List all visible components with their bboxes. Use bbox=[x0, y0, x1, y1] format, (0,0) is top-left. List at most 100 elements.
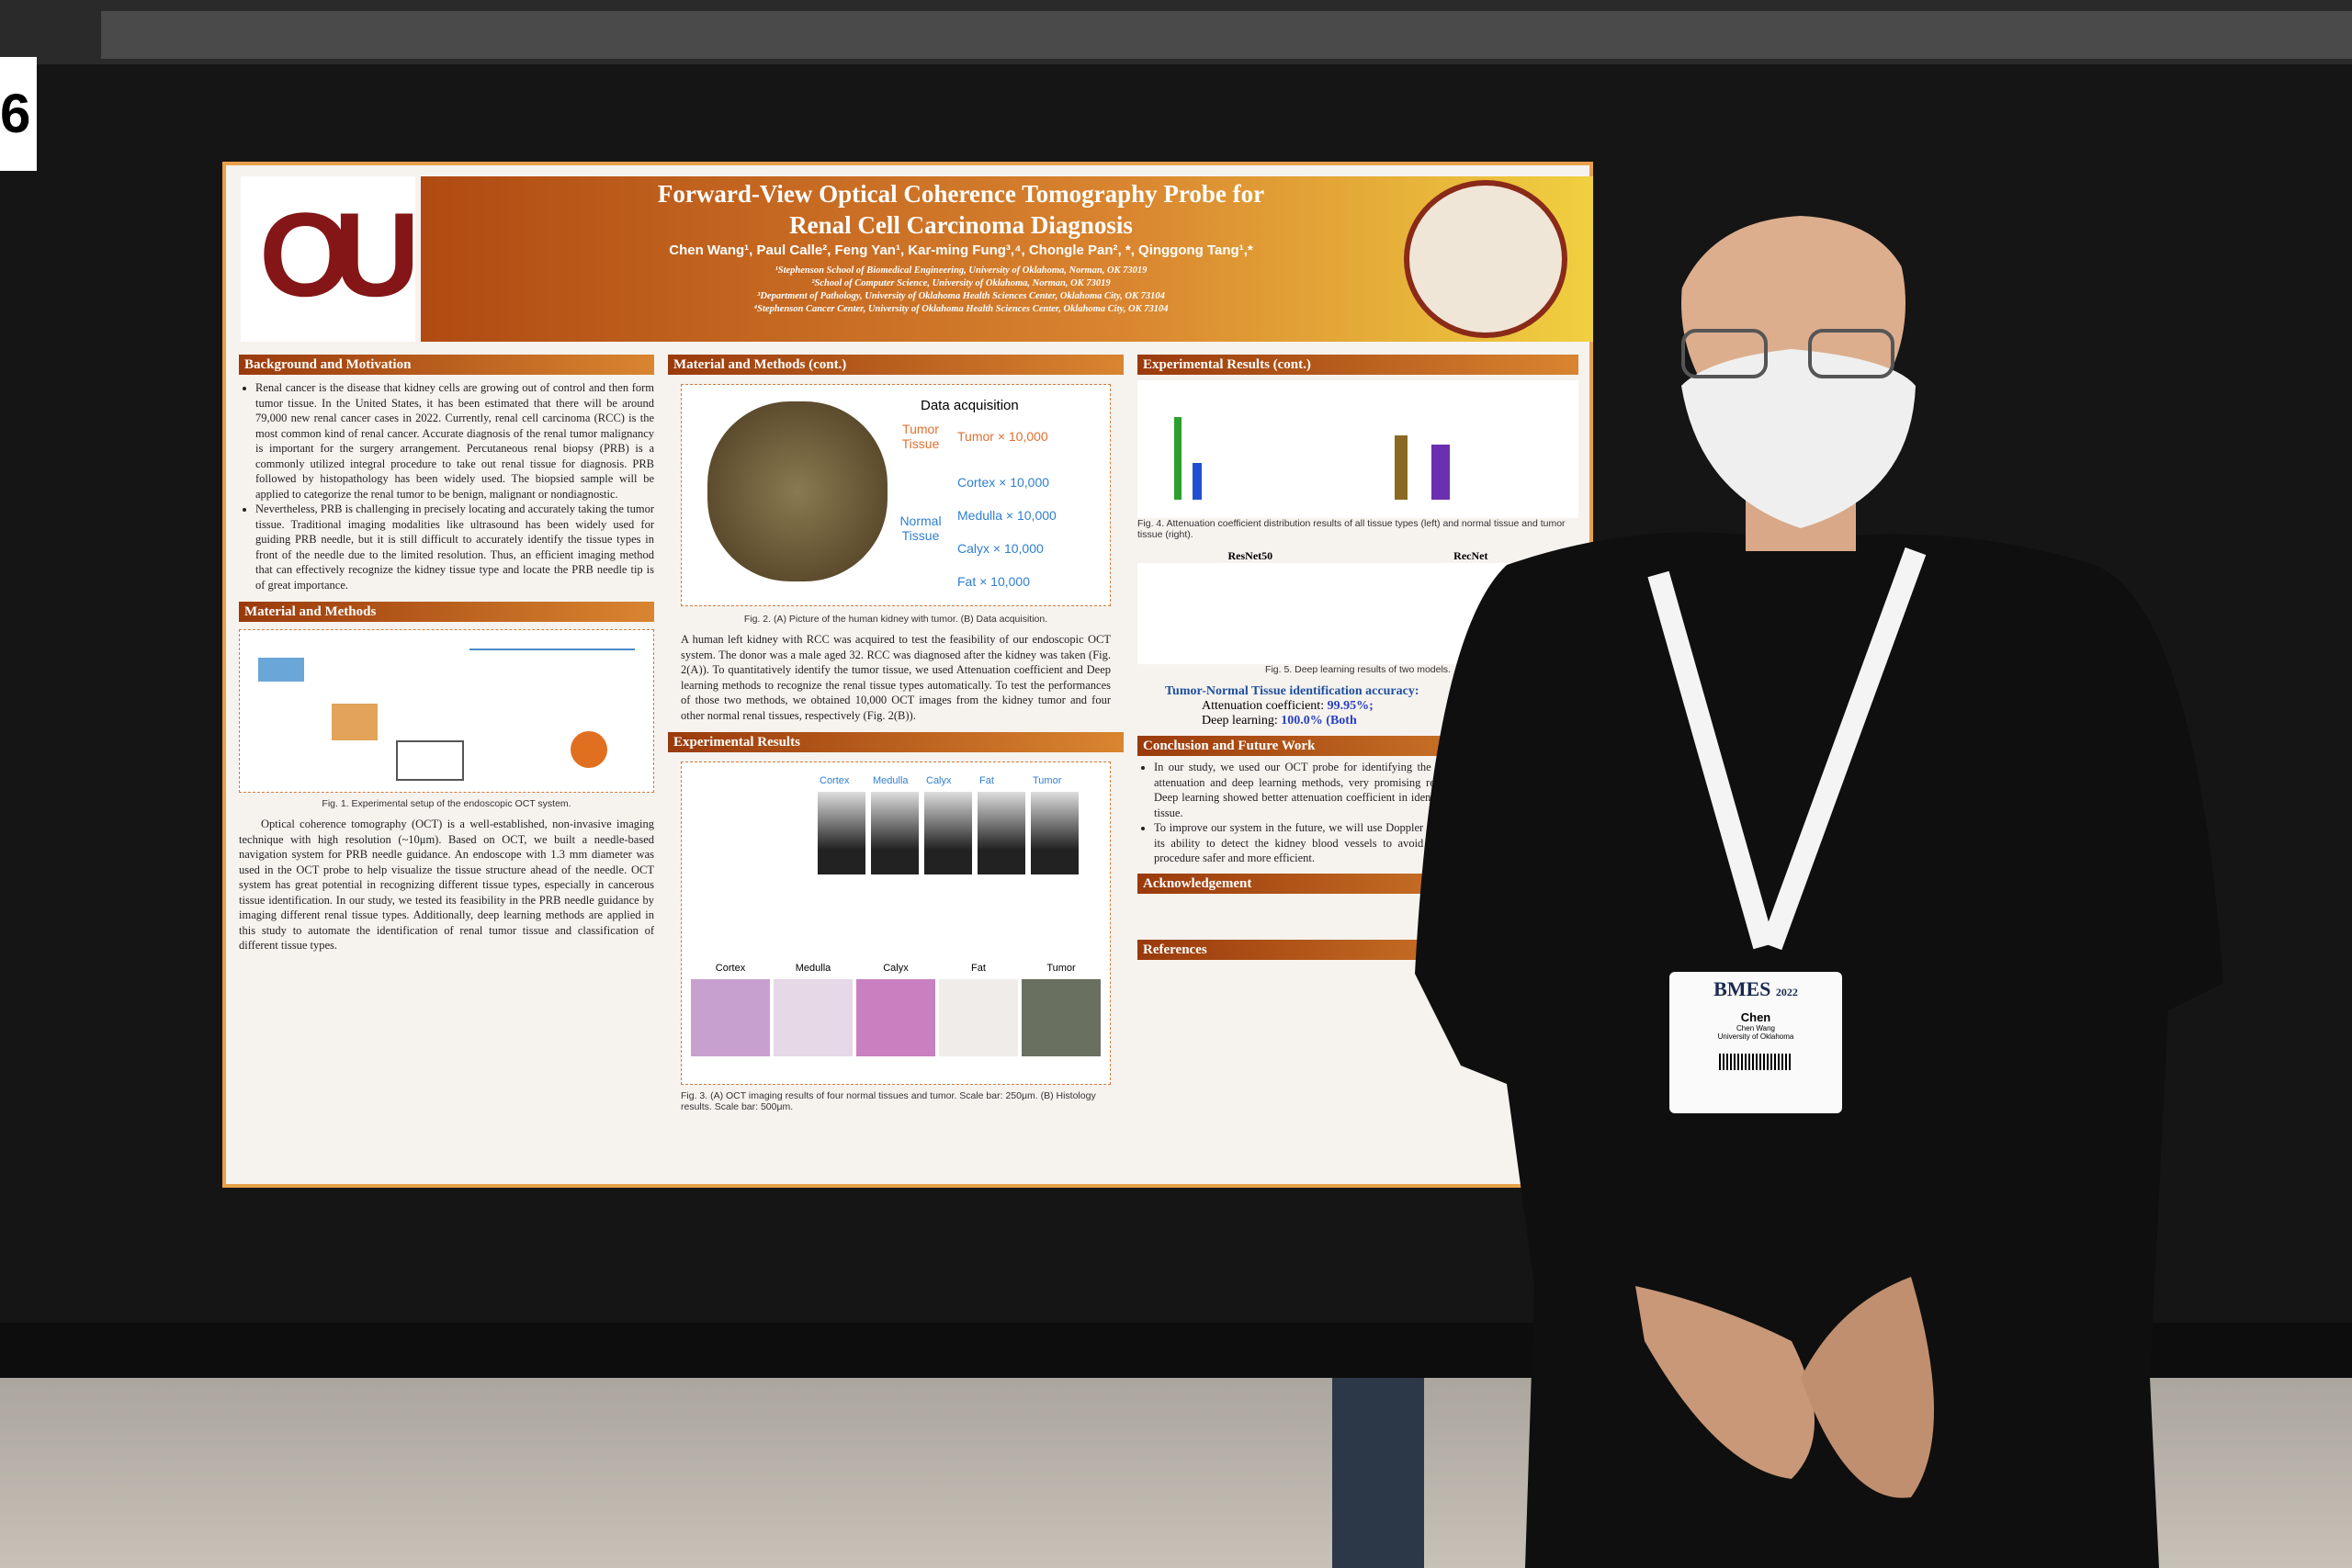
tissue-label: Cortex bbox=[820, 775, 850, 786]
histology-image bbox=[856, 979, 935, 1056]
badge-year: 2022 bbox=[1775, 986, 1798, 998]
glasses bbox=[1808, 329, 1894, 378]
accuracy-row: Deep learning: 100.0% (Both bbox=[1202, 714, 1578, 728]
mask bbox=[1681, 349, 1916, 528]
background-legs bbox=[1332, 1378, 1424, 1568]
model-titles: ResNet50 RecNet bbox=[1137, 549, 1578, 563]
badge-header: BMES 2022 bbox=[1669, 977, 1842, 1001]
badge-org: BMES bbox=[1713, 977, 1771, 1000]
lanyard bbox=[1647, 547, 1927, 951]
accuracy-row: Attenuation coefficient: 99.95%; bbox=[1202, 699, 1578, 714]
tissue-label: Tumor bbox=[1033, 775, 1062, 786]
hands bbox=[1801, 1277, 1934, 1498]
daq-icon bbox=[332, 704, 378, 740]
accuracy-value: 100.0% (Both bbox=[1281, 714, 1357, 728]
ou-logo: OU bbox=[259, 187, 420, 321]
oct-image bbox=[818, 792, 865, 874]
group-label: Tumor Tissue bbox=[901, 422, 940, 451]
computer-icon bbox=[396, 740, 464, 781]
poster-title: Forward-View Optical Coherence Tomograph… bbox=[529, 178, 1393, 241]
figure-caption: Fig. 5. Deep learning results of two mod… bbox=[1265, 664, 1451, 675]
title-line: Renal Cell Carcinoma Diagnosis bbox=[789, 211, 1133, 239]
tissue-label: Medulla bbox=[873, 775, 909, 786]
frame-bar bbox=[101, 11, 2352, 59]
histology-image bbox=[1022, 979, 1101, 1056]
oct-image bbox=[924, 792, 972, 874]
panel-title: Data acquisition bbox=[921, 398, 1019, 413]
histogram-peak bbox=[1174, 417, 1182, 500]
section-heading: Background and Motivation bbox=[239, 355, 654, 375]
column: Background and Motivation Renal cancer i… bbox=[239, 355, 654, 953]
seal bbox=[1404, 180, 1567, 338]
accuracy-value: 99.95%; bbox=[1327, 699, 1374, 713]
column: Material and Methods (cont.) Data acquis… bbox=[668, 355, 1124, 1112]
affiliation: ³Department of Pathology, University of … bbox=[757, 291, 1165, 301]
figure-caption: Fig. 4. Attenuation coefficient distribu… bbox=[1137, 518, 1566, 540]
oct-image bbox=[978, 792, 1025, 874]
hair bbox=[1679, 160, 1914, 294]
figure-caption: Fig. 1. Experimental setup of the endosc… bbox=[322, 798, 571, 809]
bullet: Renal cancer is the disease that kidney … bbox=[255, 380, 654, 502]
header-band bbox=[421, 176, 1593, 342]
accuracy-label: Deep learning: bbox=[1202, 714, 1278, 728]
name-badge: BMES 2022 Chen Chen Wang University of O… bbox=[1669, 972, 1842, 1113]
tissue-label: Fat bbox=[979, 775, 994, 786]
histology-image bbox=[939, 979, 1018, 1056]
accuracy-label: Attenuation coefficient: bbox=[1202, 699, 1325, 713]
column: Experimental Results (cont.) Fig. 4. Att… bbox=[1137, 355, 1578, 960]
paragraph: Optical coherence tomography (OCT) is a … bbox=[239, 818, 654, 952]
affiliation: ¹Stephenson School of Biomedical Enginee… bbox=[775, 265, 1148, 276]
glasses bbox=[1681, 329, 1768, 378]
group-label: Normal Tissue bbox=[899, 513, 942, 543]
paragraph: A human left kidney with RCC was acquire… bbox=[681, 633, 1111, 722]
poster: OU Forward-View Optical Coherence Tomogr… bbox=[222, 162, 1593, 1188]
count-label: Medulla × 10,000 bbox=[957, 508, 1057, 523]
ou-logo-box: OU bbox=[241, 176, 420, 342]
affiliation: ²School of Computer Science, University … bbox=[811, 278, 1111, 288]
kidney-photo bbox=[707, 401, 888, 581]
figure-caption: Fig. 2. (A) Picture of the human kidney … bbox=[743, 614, 1048, 625]
kidney-icon bbox=[571, 731, 607, 768]
histology-label: Tumor bbox=[1046, 963, 1076, 974]
badge-first-name: Chen bbox=[1740, 1010, 1771, 1024]
count-label: Cortex × 10,000 bbox=[957, 475, 1050, 490]
histogram-figure bbox=[1137, 380, 1578, 518]
fiber bbox=[469, 649, 635, 650]
model-title: ResNet50 bbox=[1227, 549, 1273, 562]
section-heading: Experimental Results (cont.) bbox=[1137, 355, 1578, 375]
count-label: Fat × 10,000 bbox=[957, 574, 1031, 589]
histology-image bbox=[691, 979, 770, 1056]
accuracy-title: Tumor-Normal Tissue identification accur… bbox=[1165, 684, 1419, 698]
histogram-peak bbox=[1395, 435, 1408, 500]
tissue-label: Calyx bbox=[926, 775, 952, 786]
results-figure: Cortex Cortex Medulla Medulla Calyx Calyx Fat F… bbox=[681, 761, 1111, 1085]
hands bbox=[1635, 1286, 1815, 1479]
bullet: Nevertheless, PRB is challenging in prec… bbox=[255, 502, 654, 592]
title-line: Forward-View Optical Coherence Tomograph… bbox=[657, 180, 1265, 208]
kidney-figure: Data acquisition Tumor Tissue Normal Tis… bbox=[681, 384, 1111, 606]
badge-school: University of Oklahoma bbox=[1717, 1032, 1794, 1041]
oct-image bbox=[871, 792, 919, 874]
section-heading: Experimental Results bbox=[668, 732, 1124, 752]
setup-figure bbox=[239, 629, 654, 793]
authors: Chen Wang¹, Paul Calle², Feng Yan¹, Kar-… bbox=[669, 243, 1253, 258]
count-label: Tumor × 10,000 bbox=[957, 429, 1048, 444]
affiliations: ¹Stephenson School of Biomedical Enginee… bbox=[529, 265, 1393, 316]
section-heading: Material and Methods bbox=[239, 602, 654, 622]
figure-caption: Fig. 3. (A) OCT imaging results of four … bbox=[681, 1090, 1096, 1112]
histogram-peak bbox=[1431, 445, 1450, 500]
histogram-peak bbox=[1193, 463, 1202, 500]
section-heading: Material and Methods (cont.) bbox=[668, 355, 1124, 375]
sign: 6 bbox=[0, 57, 37, 171]
barcode bbox=[1719, 1054, 1792, 1070]
oct-image bbox=[1031, 792, 1079, 874]
bullets: Renal cancer is the disease that kidney … bbox=[239, 380, 654, 592]
histology-label: Medulla bbox=[795, 963, 831, 974]
affiliation: ⁴Stephenson Cancer Center, University of… bbox=[753, 304, 1169, 314]
laser-icon bbox=[258, 658, 304, 682]
count-label: Calyx × 10,000 bbox=[957, 541, 1044, 556]
badge-full-name: Chen Wang bbox=[1736, 1024, 1775, 1032]
histology-label: Calyx bbox=[883, 963, 909, 974]
